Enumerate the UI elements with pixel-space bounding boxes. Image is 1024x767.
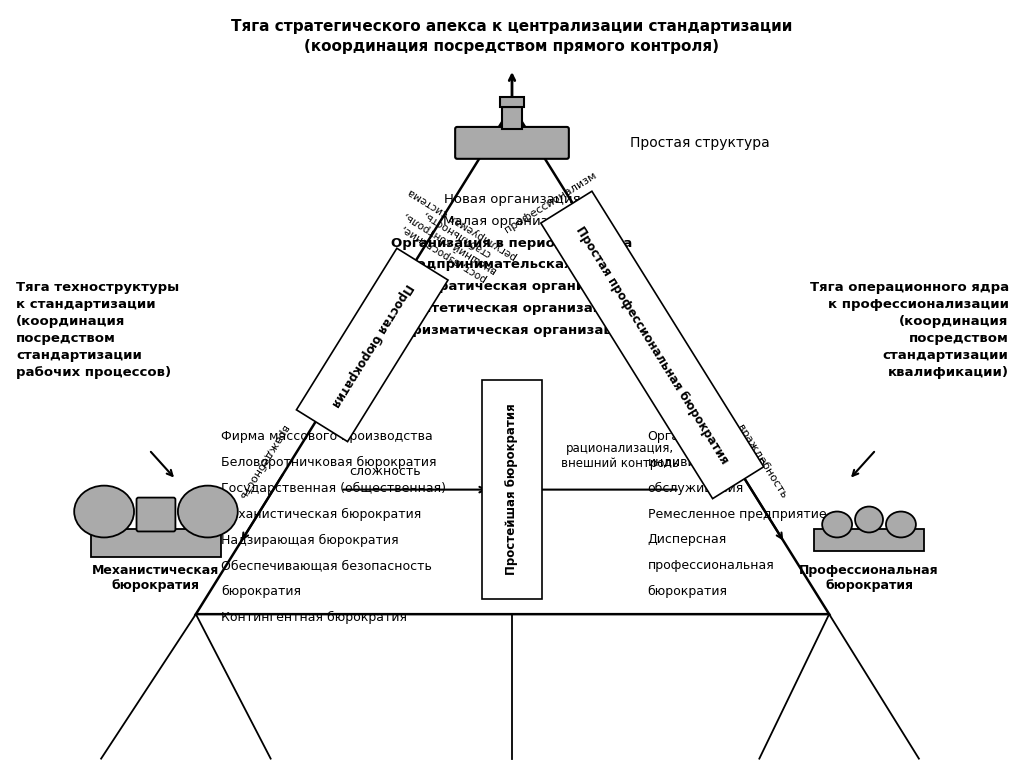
Text: Простая структура: Простая структура [630, 136, 769, 150]
Text: Автократическая организация: Автократическая организация [394, 281, 630, 293]
Text: сложность: сложность [349, 465, 421, 478]
Text: рост, взросление,
внешний контроль,
стабильность,
регулируемая система: рост, взросление, внешний контроль, стаб… [388, 186, 519, 291]
Text: профессионализм: профессионализм [503, 170, 598, 235]
Text: Простая бюрократия: Простая бюрократия [329, 281, 416, 409]
Text: Механистическая
бюрократия: Механистическая бюрократия [92, 565, 219, 592]
FancyBboxPatch shape [91, 529, 221, 558]
FancyBboxPatch shape [455, 127, 569, 159]
Text: механистическая бюрократия: механистическая бюрократия [221, 508, 421, 521]
FancyBboxPatch shape [502, 107, 522, 129]
Ellipse shape [74, 486, 134, 538]
Text: Синтетическая организация: Синтетическая организация [403, 302, 621, 315]
Text: Тяга техноструктуры
к стандартизации
(координация
посредством
стандартизации
раб: Тяга техноструктуры к стандартизации (ко… [16, 281, 179, 379]
FancyBboxPatch shape [500, 97, 524, 107]
Text: Тяга стратегического апекса к централизации стандартизации: Тяга стратегического апекса к централиза… [231, 19, 793, 35]
Text: Надзирающая бюрократия: Надзирающая бюрократия [221, 534, 398, 547]
Text: индивидуального: индивидуального [647, 456, 766, 469]
Text: Ремесленное предприятие: Ремесленное предприятие [647, 508, 826, 521]
Text: Обеспечивающая безопасность: Обеспечивающая безопасность [221, 559, 432, 572]
Text: бюрократия: бюрократия [221, 585, 301, 598]
Text: Организация: Организация [647, 430, 734, 443]
Text: (координация посредством прямого контроля): (координация посредством прямого контрол… [304, 39, 720, 54]
Text: враждебность: враждебность [735, 423, 788, 501]
Text: Беловоротничковая бюрократия: Беловоротничковая бюрократия [221, 456, 436, 469]
Text: Организация в период кризиса: Организация в период кризиса [391, 236, 633, 249]
Ellipse shape [886, 512, 915, 538]
FancyBboxPatch shape [814, 529, 924, 551]
Text: Тяга операционного ядра
к профессионализации
(координация
посредством
стандартиз: Тяга операционного ядра к профессионализ… [810, 281, 1009, 379]
Ellipse shape [822, 512, 852, 538]
Text: Простейшая бюрократия: Простейшая бюрократия [506, 403, 518, 575]
Text: профессиональная: профессиональная [647, 559, 774, 572]
Text: Простая профессиональная бюрократия: Простая профессиональная бюрократия [573, 224, 731, 466]
Text: Новая организация: Новая организация [443, 193, 581, 206]
Text: Предпринимательская форма: Предпринимательская форма [395, 258, 629, 272]
Text: Малая организация: Малая организация [442, 215, 582, 228]
Text: сложность: сложность [523, 531, 536, 597]
Text: враждебность: враждебность [237, 423, 290, 501]
Text: Профессиональная
бюрократия: Профессиональная бюрократия [799, 565, 939, 592]
Text: Дисперсная: Дисперсная [647, 534, 727, 546]
Text: Харизматическая организация: Харизматическая организация [393, 324, 631, 337]
Ellipse shape [855, 506, 883, 532]
Text: Фирма массового производства: Фирма массового производства [221, 430, 432, 443]
Text: рационализация,
внешний контроль: рационализация, внешний контроль [561, 442, 679, 469]
Text: Государственная (общественная): Государственная (общественная) [221, 482, 445, 495]
Text: бюрократия: бюрократия [647, 585, 728, 598]
FancyBboxPatch shape [136, 498, 175, 532]
Ellipse shape [178, 486, 238, 538]
Text: Контингентная бюрократия: Контингентная бюрократия [221, 611, 407, 624]
Text: обслуживания: обслуживания [647, 482, 743, 495]
